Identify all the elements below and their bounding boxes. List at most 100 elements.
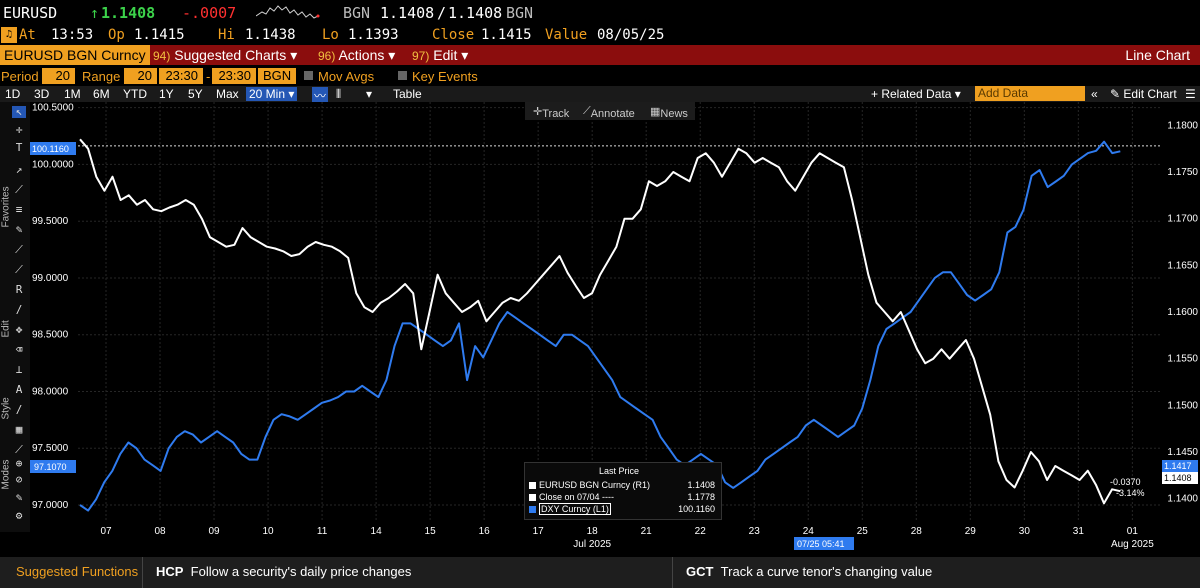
key-events-label: Key Events bbox=[412, 69, 478, 84]
range-1y[interactable]: 1Y bbox=[159, 87, 174, 101]
style-fill-icon[interactable]: ▦ bbox=[15, 423, 23, 436]
measure-icon[interactable]: ⟋ bbox=[15, 243, 23, 256]
range-max[interactable]: Max bbox=[216, 87, 239, 101]
edit-menu[interactable]: 97) Edit ▾ bbox=[412, 47, 469, 63]
legend-row-dxy[interactable]: DXY Curncy (L1) bbox=[529, 503, 611, 515]
range-1m[interactable]: 1M bbox=[64, 87, 81, 101]
legend-label: DXY Curncy (L1) bbox=[539, 503, 611, 515]
legend-title: Last Price bbox=[599, 466, 640, 476]
edit-chart-button[interactable]: ✎ Edit Chart bbox=[1110, 87, 1177, 101]
period-input[interactable]: 20 bbox=[42, 68, 75, 84]
settings-gear-icon[interactable]: ⚙ bbox=[15, 509, 23, 522]
x-axis-tick-label: 08 bbox=[154, 526, 166, 537]
x-axis-tick-label: 28 bbox=[911, 526, 923, 537]
range-input[interactable]: 20 bbox=[124, 68, 157, 84]
security-field[interactable]: EURUSD BGN Curncy bbox=[0, 45, 150, 65]
change-abs-text: -0.0370 bbox=[1110, 477, 1141, 487]
left-tag-bottom bbox=[30, 460, 76, 473]
high-label: Hi bbox=[218, 27, 235, 43]
range-1d[interactable]: 1D bbox=[5, 87, 21, 101]
chart-area[interactable]: 100.5000 100.0000 99.5000 99.0000 98.5000 98.… bbox=[30, 102, 1200, 552]
trend-line-icon[interactable]: ⟋ bbox=[15, 183, 23, 196]
time-from-input[interactable]: 23:30 bbox=[159, 68, 203, 84]
ruler-icon[interactable]: ⟋ bbox=[15, 263, 23, 276]
news-button[interactable]: ▦ News bbox=[650, 106, 688, 120]
right-axis-tick-label: 1.1750 bbox=[1167, 167, 1198, 178]
legend-row-close[interactable]: Close on 07/04 ---- bbox=[529, 492, 614, 502]
range-6m[interactable]: 6M bbox=[93, 87, 110, 101]
time-to-input[interactable]: 23:30 bbox=[212, 68, 256, 84]
chart-series bbox=[79, 138, 1121, 512]
hcp-function[interactable]: HCP Follow a security's daily price chan… bbox=[156, 564, 412, 579]
related-data-label: + Related Data bbox=[871, 87, 952, 101]
source-input[interactable]: BGN bbox=[258, 68, 296, 84]
mode-lock-icon[interactable]: ✎ bbox=[15, 491, 23, 504]
chart-legend[interactable]: Last Price EURUSD BGN Curncy (R1) 1.1408… bbox=[524, 462, 722, 520]
x-axis-tick-label: 30 bbox=[1019, 526, 1031, 537]
pen-icon[interactable]: ✎ bbox=[15, 223, 23, 236]
mode-magnet-icon[interactable]: ⊘ bbox=[15, 473, 23, 486]
right-axis: 1.1800 1.1750 1.1700 1.1650 1.1600 1.1550 1.15… bbox=[1167, 120, 1198, 504]
bell-icon[interactable]: ♫ bbox=[1, 27, 17, 43]
add-data-input[interactable]: Add Data bbox=[975, 86, 1085, 101]
arrow-line-icon[interactable]: ↗ bbox=[15, 163, 23, 176]
left-axis-tick-label: 99.5000 bbox=[32, 216, 69, 227]
menu-icon[interactable]: ☰ bbox=[1185, 87, 1196, 101]
ticker-symbol[interactable]: EURUSD bbox=[3, 4, 58, 22]
bid-ask-separator: / bbox=[437, 4, 447, 22]
x-axis-tick-label: 09 bbox=[208, 526, 220, 537]
track-button[interactable]: ✛ Track bbox=[533, 106, 570, 120]
move-icon[interactable]: ✥ bbox=[15, 323, 23, 336]
x-axis-tick-label: 23 bbox=[749, 526, 761, 537]
price-chart[interactable]: 100.5000 100.0000 99.5000 99.0000 98.5000 98.… bbox=[30, 102, 1200, 552]
mode-plus-icon[interactable]: ⊕ bbox=[15, 457, 23, 470]
r-tool-icon[interactable]: R bbox=[15, 283, 23, 296]
last-price: 1.1408 bbox=[101, 4, 156, 22]
legend-row-eurusd[interactable]: EURUSD BGN Curncy (R1) bbox=[529, 480, 650, 490]
x-axis-tick-label: 24 bbox=[803, 526, 815, 537]
at-label: At bbox=[19, 27, 36, 43]
bar-chart-icon[interactable]: ⫴ bbox=[336, 87, 342, 101]
interval-select[interactable]: 20 Min ▾ bbox=[246, 87, 298, 101]
related-data-button[interactable]: + Related Data ▾ bbox=[871, 87, 961, 101]
line-chart-icon[interactable]: 〰 bbox=[312, 87, 329, 104]
style-line-icon[interactable]: ∕ bbox=[15, 403, 23, 416]
range-ytd[interactable]: YTD bbox=[123, 87, 147, 101]
divider bbox=[142, 557, 143, 588]
mov-avgs-checkbox[interactable] bbox=[304, 71, 313, 80]
actions-menu[interactable]: 96) Actions ▾ bbox=[318, 47, 396, 63]
annotate-button[interactable]: ⟋ Annotate bbox=[583, 105, 635, 120]
quote-time: 13:53 bbox=[51, 27, 94, 43]
eurusd-series-line bbox=[79, 138, 1121, 505]
pointer-icon[interactable]: ↖ bbox=[12, 106, 26, 118]
chart-type-label: Line Chart bbox=[1125, 47, 1190, 63]
bid-price: 1.1408 bbox=[380, 4, 435, 22]
style-label: Style bbox=[0, 397, 12, 420]
crosshair-icon[interactable]: ✛ bbox=[15, 123, 23, 136]
right-axis-tick-label: 1.1550 bbox=[1167, 354, 1198, 365]
right-axis-tick-label: 1.1500 bbox=[1167, 400, 1198, 411]
x-axis-tick-label: 17 bbox=[533, 526, 545, 537]
left-axis-tick-label: 98.0000 bbox=[32, 386, 69, 397]
cursor-time-text: 07/25 05:41 bbox=[797, 539, 845, 549]
x-axis: 07 08 09 10 11 14 15 16 17 18 21 22 23 24 25 28 29 30 31 01… bbox=[100, 526, 1154, 550]
gct-function[interactable]: GCT Track a curve tenor's changing value bbox=[686, 564, 933, 579]
style-a-icon[interactable]: A bbox=[15, 383, 23, 396]
menu-label: Actions bbox=[338, 47, 385, 63]
collapse-icon[interactable]: « bbox=[1091, 87, 1098, 101]
brush-icon[interactable]: ∕ bbox=[15, 303, 23, 316]
pin-icon[interactable]: ⊥ bbox=[15, 363, 23, 376]
text-icon[interactable]: T bbox=[15, 141, 23, 154]
range-3d[interactable]: 3D bbox=[34, 87, 50, 101]
high-price: 1.1438 bbox=[245, 27, 296, 43]
range-5y[interactable]: 5Y bbox=[188, 87, 203, 101]
table-button[interactable]: Table bbox=[393, 87, 422, 101]
value-date: 08/05/25 bbox=[597, 27, 665, 43]
suggested-charts-menu[interactable]: 94) Suggested Charts ▾ bbox=[153, 47, 298, 63]
fib-icon[interactable]: ≡ bbox=[15, 203, 23, 216]
x-axis-tick-label: 31 bbox=[1073, 526, 1085, 537]
key-events-checkbox[interactable] bbox=[398, 71, 407, 80]
style-width-icon[interactable]: ⟋ bbox=[15, 443, 23, 456]
eraser-icon[interactable]: ⌫ bbox=[15, 343, 23, 356]
chart-style-dropdown[interactable]: ▾ bbox=[366, 87, 373, 101]
